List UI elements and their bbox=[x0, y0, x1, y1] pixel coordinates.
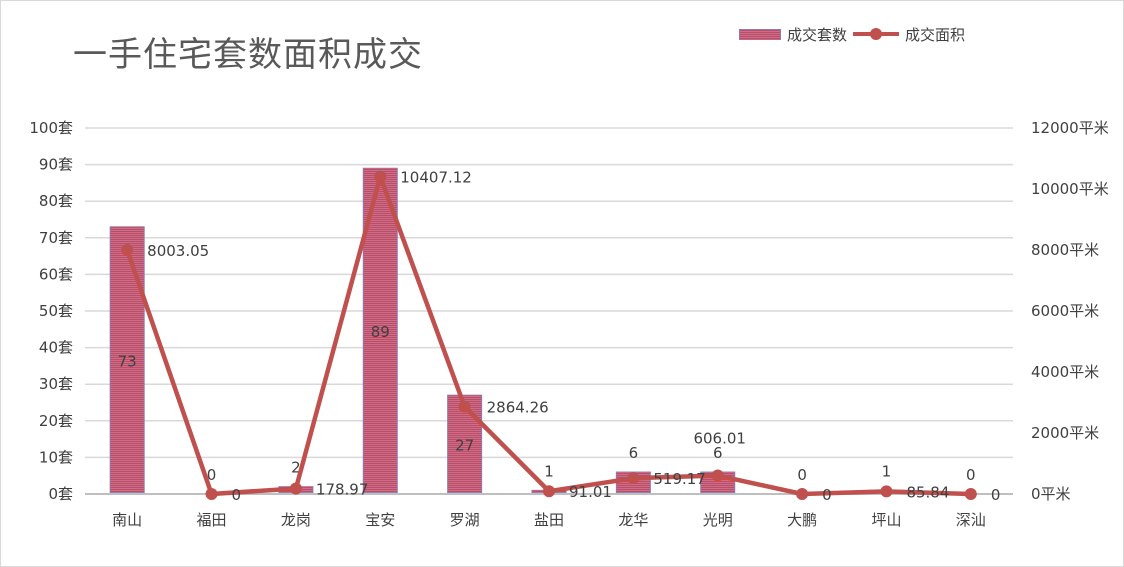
line-point bbox=[289, 482, 302, 495]
y-left-tick-label: 20套 bbox=[39, 412, 73, 430]
legend-swatch-bars bbox=[739, 28, 781, 40]
line-point bbox=[964, 488, 977, 500]
line-data-label: 0 bbox=[822, 486, 832, 504]
line-data-labels: 8003.05 0 178.97 10407.12 2864.26 91.01 519.17… bbox=[147, 169, 1000, 504]
line-data-label: 178.97 bbox=[316, 481, 369, 499]
y-right-tick-label: 0平米 bbox=[1031, 485, 1071, 503]
bar-data-label: 27 bbox=[455, 437, 474, 455]
x-tick-label: 罗湖 bbox=[450, 511, 480, 529]
bar-data-label: 0 bbox=[207, 466, 217, 484]
bar-series bbox=[109, 167, 904, 495]
bar-data-labels: 73 0 2 89 27 1 6 6 0 1 0 bbox=[118, 323, 976, 484]
y-left-tick-label: 80套 bbox=[39, 192, 73, 210]
bar-data-label: 1 bbox=[544, 462, 554, 480]
line-point bbox=[796, 488, 809, 500]
x-tick-label: 宝安 bbox=[365, 511, 395, 529]
bar bbox=[109, 226, 145, 495]
bar-data-label: 0 bbox=[966, 466, 976, 484]
line-point bbox=[374, 170, 387, 183]
x-tick-label: 深汕 bbox=[956, 511, 986, 529]
y-right-tick-label: 2000平米 bbox=[1031, 424, 1099, 442]
line-data-label: 10407.12 bbox=[400, 169, 472, 187]
y-left-tick-label: 60套 bbox=[39, 265, 73, 283]
bar-data-label: 1 bbox=[882, 462, 892, 480]
bar-data-label: 6 bbox=[629, 444, 639, 462]
line-data-label: 0 bbox=[991, 486, 1001, 504]
line-point bbox=[711, 469, 724, 482]
line-point bbox=[458, 400, 471, 413]
x-tick-label: 南山 bbox=[112, 511, 142, 529]
y-axis-right: 0平米 2000平米 4000平米 6000平米 8000平米 10000平米 12000平… bbox=[1031, 119, 1109, 503]
line-path bbox=[125, 174, 971, 497]
line-point bbox=[205, 488, 218, 500]
x-tick-labels: 南山 福田 龙岗 宝安 罗湖 盐田 龙华 光明 大鹏 坪山 深汕 bbox=[112, 511, 986, 529]
line-data-label: 91.01 bbox=[569, 483, 612, 501]
line-point bbox=[880, 485, 893, 498]
x-tick-label: 光明 bbox=[703, 511, 733, 529]
y-left-tick-label: 40套 bbox=[39, 339, 73, 357]
x-tick-label: 龙岗 bbox=[281, 511, 311, 529]
line-data-label: 0 bbox=[232, 486, 242, 504]
bar-data-label: 89 bbox=[371, 323, 390, 341]
chart-legend: 成交套数 成交面积 bbox=[739, 23, 965, 45]
y-left-tick-label: 10套 bbox=[39, 448, 73, 466]
line-point bbox=[543, 485, 555, 498]
y-left-tick-label: 30套 bbox=[39, 375, 73, 393]
y-right-tick-label: 4000平米 bbox=[1031, 363, 1099, 381]
line-point bbox=[121, 243, 134, 256]
x-tick-label: 坪山 bbox=[871, 511, 901, 529]
y-right-tick-label: 6000平米 bbox=[1031, 302, 1099, 320]
y-right-tick-label: 12000平米 bbox=[1031, 119, 1109, 137]
line-data-label: 8003.05 bbox=[147, 242, 209, 260]
line-series bbox=[121, 170, 977, 500]
legend-swatch-line bbox=[853, 27, 900, 41]
x-tick-label: 福田 bbox=[197, 511, 227, 529]
y-axis-left: 0套 10套 20套 30套 40套 50套 60套 70套 80套 90套 100套 bbox=[29, 119, 73, 503]
line-data-label: 519.17 bbox=[653, 470, 706, 488]
y-right-tick-label: 10000平米 bbox=[1031, 180, 1109, 198]
line-point bbox=[627, 472, 640, 485]
y-left-tick-label: 70套 bbox=[39, 229, 73, 247]
line-data-label: 85.84 bbox=[906, 483, 949, 501]
y-right-tick-label: 8000平米 bbox=[1031, 241, 1099, 259]
y-left-tick-label: 0套 bbox=[48, 485, 73, 503]
legend-label-bars: 成交套数 bbox=[787, 25, 848, 44]
chart-title: 一手住宅套数面积成交 bbox=[73, 35, 423, 75]
line-data-label: 606.01 bbox=[693, 430, 746, 448]
bar-data-label: 0 bbox=[797, 466, 807, 484]
bar-data-label: 2 bbox=[291, 459, 301, 477]
y-left-tick-label: 50套 bbox=[39, 302, 73, 320]
y-left-tick-label: 90套 bbox=[39, 156, 73, 174]
bar-data-label: 6 bbox=[713, 444, 723, 462]
legend-label-line: 成交面积 bbox=[905, 25, 966, 44]
y-left-tick-label: 100套 bbox=[29, 119, 73, 137]
x-tick-label: 龙华 bbox=[618, 511, 648, 529]
bar-data-label: 73 bbox=[118, 352, 137, 370]
x-tick-label: 盐田 bbox=[534, 511, 564, 529]
gridlines bbox=[85, 127, 1013, 459]
x-tick-label: 大鹏 bbox=[787, 511, 817, 529]
line-data-label: 2864.26 bbox=[487, 399, 549, 417]
